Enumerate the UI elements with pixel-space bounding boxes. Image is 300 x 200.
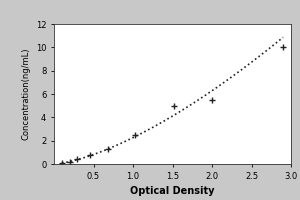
Y-axis label: Concentration(ng/mL): Concentration(ng/mL) (21, 48, 30, 140)
X-axis label: Optical Density: Optical Density (130, 186, 215, 196)
